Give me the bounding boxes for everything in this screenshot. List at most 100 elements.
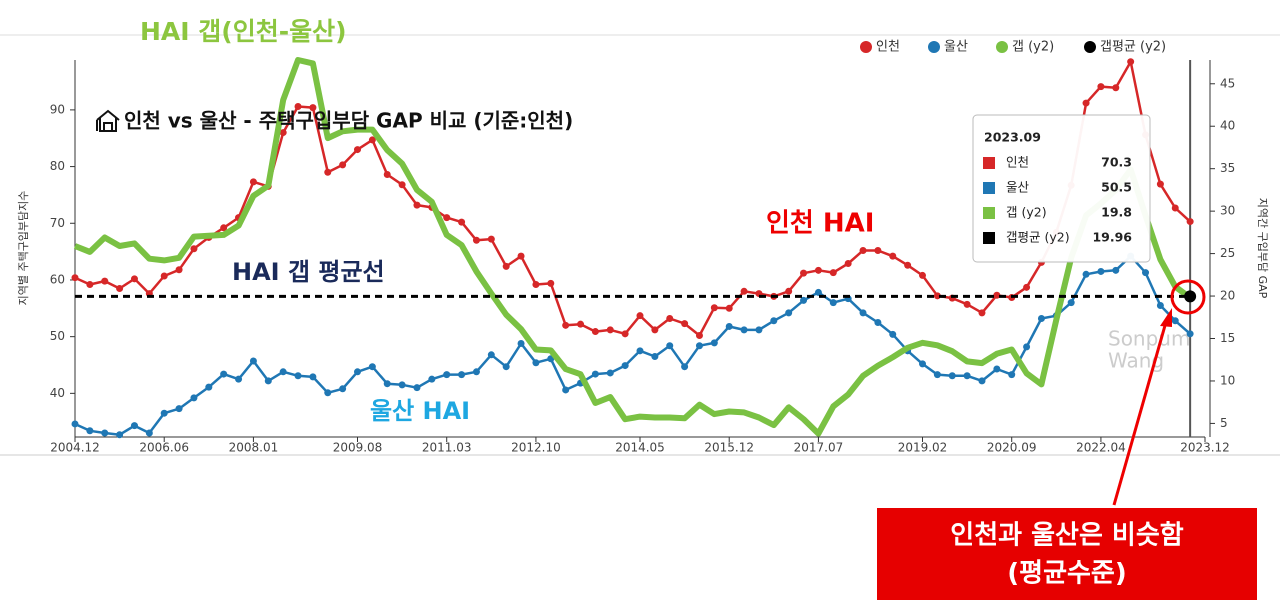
y2-tick-label: 25 bbox=[1220, 246, 1235, 260]
arrow-head bbox=[1160, 308, 1172, 327]
data-point bbox=[963, 372, 971, 380]
y2-tick-label: 15 bbox=[1220, 331, 1235, 345]
x-tick-label: 2012.10 bbox=[511, 441, 561, 455]
data-point bbox=[235, 375, 243, 383]
data-point bbox=[1156, 301, 1164, 309]
data-point bbox=[889, 252, 897, 260]
data-point bbox=[740, 287, 748, 295]
data-point bbox=[175, 266, 183, 274]
data-point bbox=[264, 377, 272, 385]
data-point bbox=[785, 309, 793, 317]
data-point bbox=[502, 262, 510, 270]
data-point bbox=[695, 332, 703, 340]
data-point bbox=[1171, 317, 1179, 325]
x-tick-label: 2017.07 bbox=[794, 441, 844, 455]
data-point bbox=[1082, 270, 1090, 278]
data-point bbox=[636, 312, 644, 320]
data-point bbox=[309, 104, 317, 112]
annotation: HAI 갭 평균선 bbox=[232, 258, 385, 286]
legend-label: 울산 bbox=[944, 40, 968, 55]
legend-marker bbox=[928, 41, 940, 53]
tooltip bbox=[972, 114, 1151, 263]
tooltip-swatch bbox=[983, 207, 995, 219]
tooltip-name: 울산 bbox=[1006, 180, 1030, 195]
data-point bbox=[1112, 84, 1120, 92]
data-point bbox=[859, 309, 867, 317]
data-point bbox=[919, 271, 926, 279]
data-point bbox=[1142, 269, 1150, 277]
data-point bbox=[130, 422, 138, 430]
data-point bbox=[651, 352, 659, 360]
data-point bbox=[725, 304, 733, 312]
data-point bbox=[1082, 99, 1090, 107]
callout-text: (평균수준) bbox=[1007, 559, 1126, 589]
x-tick-label: 2008.01 bbox=[229, 441, 279, 455]
tooltip-swatch bbox=[983, 182, 995, 194]
data-point bbox=[829, 299, 837, 307]
data-point bbox=[621, 362, 629, 370]
y2-tick-label: 20 bbox=[1220, 289, 1235, 303]
tooltip-value: 70.3 bbox=[1101, 155, 1132, 170]
y2-tick-label: 10 bbox=[1220, 373, 1235, 387]
data-point bbox=[844, 260, 852, 268]
data-point bbox=[1008, 371, 1016, 379]
data-point bbox=[800, 269, 808, 277]
data-point bbox=[86, 280, 94, 288]
data-point bbox=[101, 429, 109, 437]
data-point bbox=[101, 277, 109, 285]
data-point bbox=[993, 291, 1001, 299]
data-point bbox=[472, 236, 480, 244]
data-point bbox=[978, 377, 986, 385]
data-point bbox=[636, 347, 644, 355]
x-tick-label: 2006.06 bbox=[139, 441, 189, 455]
data-point bbox=[532, 280, 540, 288]
data-point bbox=[86, 427, 94, 435]
x-tick-label: 2022.04 bbox=[1076, 441, 1126, 455]
tooltip-title: 2023.09 bbox=[984, 130, 1041, 145]
data-point bbox=[324, 389, 332, 397]
data-point bbox=[933, 371, 941, 379]
data-point bbox=[205, 383, 213, 391]
data-point bbox=[1127, 58, 1135, 66]
tooltip-name: 갭 (y2) bbox=[1006, 205, 1047, 220]
x-tick-label: 2020.09 bbox=[987, 441, 1037, 455]
data-point bbox=[517, 252, 525, 260]
y2-tick-label: 45 bbox=[1220, 76, 1235, 90]
data-point bbox=[1171, 204, 1179, 212]
data-point bbox=[279, 129, 287, 137]
data-point bbox=[383, 171, 391, 179]
data-point bbox=[1023, 343, 1031, 351]
tooltip-value: 50.5 bbox=[1101, 180, 1132, 195]
data-point bbox=[978, 309, 986, 317]
data-point bbox=[309, 373, 317, 381]
y-tick-label: 60 bbox=[50, 272, 65, 286]
data-point bbox=[919, 360, 926, 368]
average-point bbox=[1184, 290, 1197, 303]
data-point bbox=[368, 363, 376, 371]
series-line bbox=[74, 254, 1191, 436]
tooltip-swatch bbox=[983, 157, 995, 169]
data-point bbox=[354, 368, 361, 376]
data-point bbox=[413, 384, 421, 392]
data-point bbox=[428, 375, 436, 383]
data-point bbox=[249, 357, 257, 365]
data-point bbox=[145, 429, 153, 437]
legend-label: 인천 bbox=[876, 40, 900, 55]
data-point bbox=[249, 178, 257, 186]
data-point bbox=[695, 342, 703, 350]
data-point bbox=[354, 146, 361, 154]
x-tick-label: 2009.08 bbox=[333, 441, 383, 455]
data-point bbox=[413, 201, 421, 209]
x-tick-label: 2011.03 bbox=[422, 441, 472, 455]
x-tick-label: 2004.12 bbox=[50, 441, 100, 455]
data-point bbox=[398, 181, 406, 189]
data-point bbox=[1037, 315, 1045, 323]
data-point bbox=[1023, 283, 1031, 291]
data-point bbox=[294, 372, 302, 380]
data-point bbox=[814, 288, 822, 296]
data-point bbox=[175, 405, 183, 413]
data-point bbox=[740, 326, 748, 334]
data-point bbox=[889, 330, 897, 338]
data-point bbox=[443, 214, 451, 222]
data-point bbox=[130, 275, 138, 283]
